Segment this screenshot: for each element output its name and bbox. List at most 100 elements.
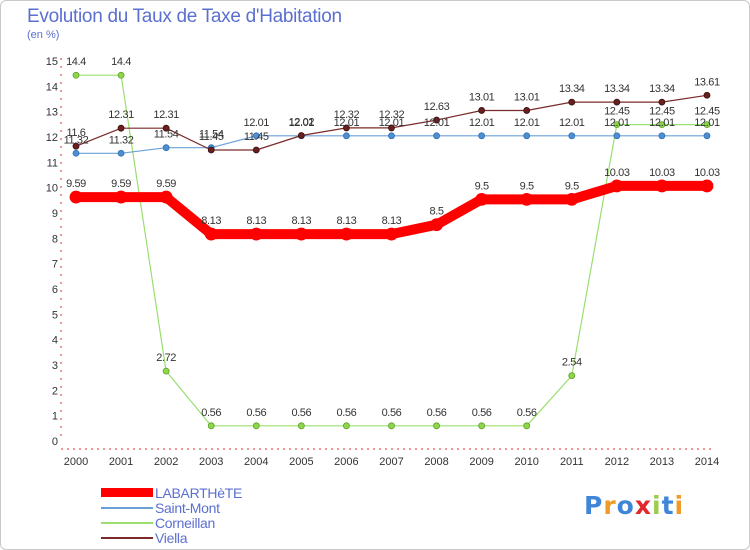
data-point xyxy=(252,422,260,430)
data-label: 12.01 xyxy=(334,117,360,129)
data-labels: 11.32 11.32 11.54 11.54 12.01 12.01 12.01 12.01… xyxy=(64,117,721,146)
data-label: 12.01 xyxy=(289,117,315,129)
data-point xyxy=(117,149,125,157)
data-point xyxy=(613,121,621,129)
data-label: 8.13 xyxy=(246,215,266,227)
legend-label: LABARTHèTE xyxy=(155,484,242,501)
data-label: 9.5 xyxy=(520,180,534,192)
data-label: 9.5 xyxy=(565,180,579,192)
data-point xyxy=(478,107,486,114)
data-point xyxy=(433,116,440,124)
data-label: 11.32 xyxy=(109,134,134,146)
data-point xyxy=(568,372,576,380)
data-point xyxy=(72,142,80,150)
legend-item: LABARTHèTE xyxy=(101,485,242,500)
data-label: 2.72 xyxy=(156,352,176,364)
data-label: 10.03 xyxy=(694,167,720,179)
y-tick-label: 1 xyxy=(52,411,58,423)
data-point xyxy=(700,179,714,193)
data-label: 8.13 xyxy=(291,215,311,227)
data-point xyxy=(613,98,621,106)
data-point xyxy=(658,132,666,140)
data-label: 9.59 xyxy=(156,178,176,190)
data-label: 12.45 xyxy=(694,106,720,118)
data-point xyxy=(433,132,440,140)
legend-swatch xyxy=(101,506,153,509)
y-tick-label: 12 xyxy=(46,132,58,144)
data-label: 12.02 xyxy=(289,117,315,129)
data-point xyxy=(430,218,443,232)
data-point xyxy=(703,91,711,99)
y-tick-label: 13 xyxy=(46,107,58,119)
data-label: 11.54 xyxy=(199,129,224,141)
data-point xyxy=(388,124,395,132)
y-tick-label: 6 xyxy=(52,284,58,296)
data-point xyxy=(343,422,350,430)
data-point xyxy=(162,124,170,132)
data-label: 0.56 xyxy=(427,407,447,419)
legend-item: Viella xyxy=(101,530,242,545)
x-tick-label: 2007 xyxy=(379,456,403,468)
data-label: 12.45 xyxy=(604,106,630,118)
data-point xyxy=(72,71,80,79)
legend-swatch xyxy=(101,536,153,539)
data-label: 11.45 xyxy=(199,131,224,143)
proxiti-logo: Proxiti xyxy=(584,491,685,520)
series-labarth-te xyxy=(69,179,714,241)
data-point xyxy=(117,71,125,79)
data-label: 13.34 xyxy=(559,83,585,95)
data-label: 12.01 xyxy=(379,117,405,129)
data-point xyxy=(433,422,440,430)
data-point xyxy=(72,149,80,157)
data-point xyxy=(159,190,173,204)
data-label: 13.34 xyxy=(604,83,630,95)
data-point xyxy=(294,227,308,241)
data-point xyxy=(523,132,531,140)
data-point xyxy=(249,227,263,241)
data-label: 12.01 xyxy=(514,117,540,129)
data-point xyxy=(114,190,128,204)
data-point xyxy=(207,146,215,154)
legend-swatch xyxy=(101,488,153,497)
x-tick-label: 2001 xyxy=(109,456,133,468)
y-tick-label: 15 xyxy=(46,56,58,68)
y-tick-label: 14 xyxy=(46,81,58,93)
data-label: 10.03 xyxy=(649,167,675,179)
x-tick-label: 2006 xyxy=(334,456,358,468)
data-point xyxy=(703,132,711,140)
data-point xyxy=(385,227,398,241)
data-point xyxy=(204,227,218,241)
data-label: 0.56 xyxy=(201,407,221,419)
data-label: 12.32 xyxy=(334,109,360,121)
data-point xyxy=(297,132,305,139)
legend-swatch xyxy=(101,521,153,524)
data-label: 12.01 xyxy=(469,117,495,129)
data-label: 0.56 xyxy=(337,407,357,419)
data-point xyxy=(703,121,711,129)
data-point xyxy=(523,107,531,114)
data-point xyxy=(69,190,83,204)
legend-label: Corneillan xyxy=(155,514,216,531)
data-label: 9.59 xyxy=(66,178,86,190)
y-tick-label: 8 xyxy=(52,233,58,245)
legend-label: Viella xyxy=(155,529,188,546)
data-labels: 14.4 14.4 2.72 0.56 0.56 0.56 0.56 0.56 0.56 0.56… xyxy=(66,56,720,419)
data-point xyxy=(343,124,350,132)
y-tick-label: 2 xyxy=(52,385,58,397)
data-label: 12.01 xyxy=(604,117,630,129)
data-label: 8.13 xyxy=(337,215,357,227)
data-point xyxy=(207,422,215,430)
data-label: 13.34 xyxy=(649,83,675,95)
legend-label: Saint-Mont xyxy=(155,499,220,516)
data-label: 14.4 xyxy=(66,56,86,68)
data-point xyxy=(475,192,489,206)
y-tick-label: 5 xyxy=(52,309,58,321)
x-tick-label: 2004 xyxy=(244,456,268,468)
data-label: 0.56 xyxy=(382,407,402,419)
data-label: 2.54 xyxy=(562,357,582,369)
data-label: 8.5 xyxy=(430,206,444,218)
data-label: 12.45 xyxy=(649,106,675,118)
